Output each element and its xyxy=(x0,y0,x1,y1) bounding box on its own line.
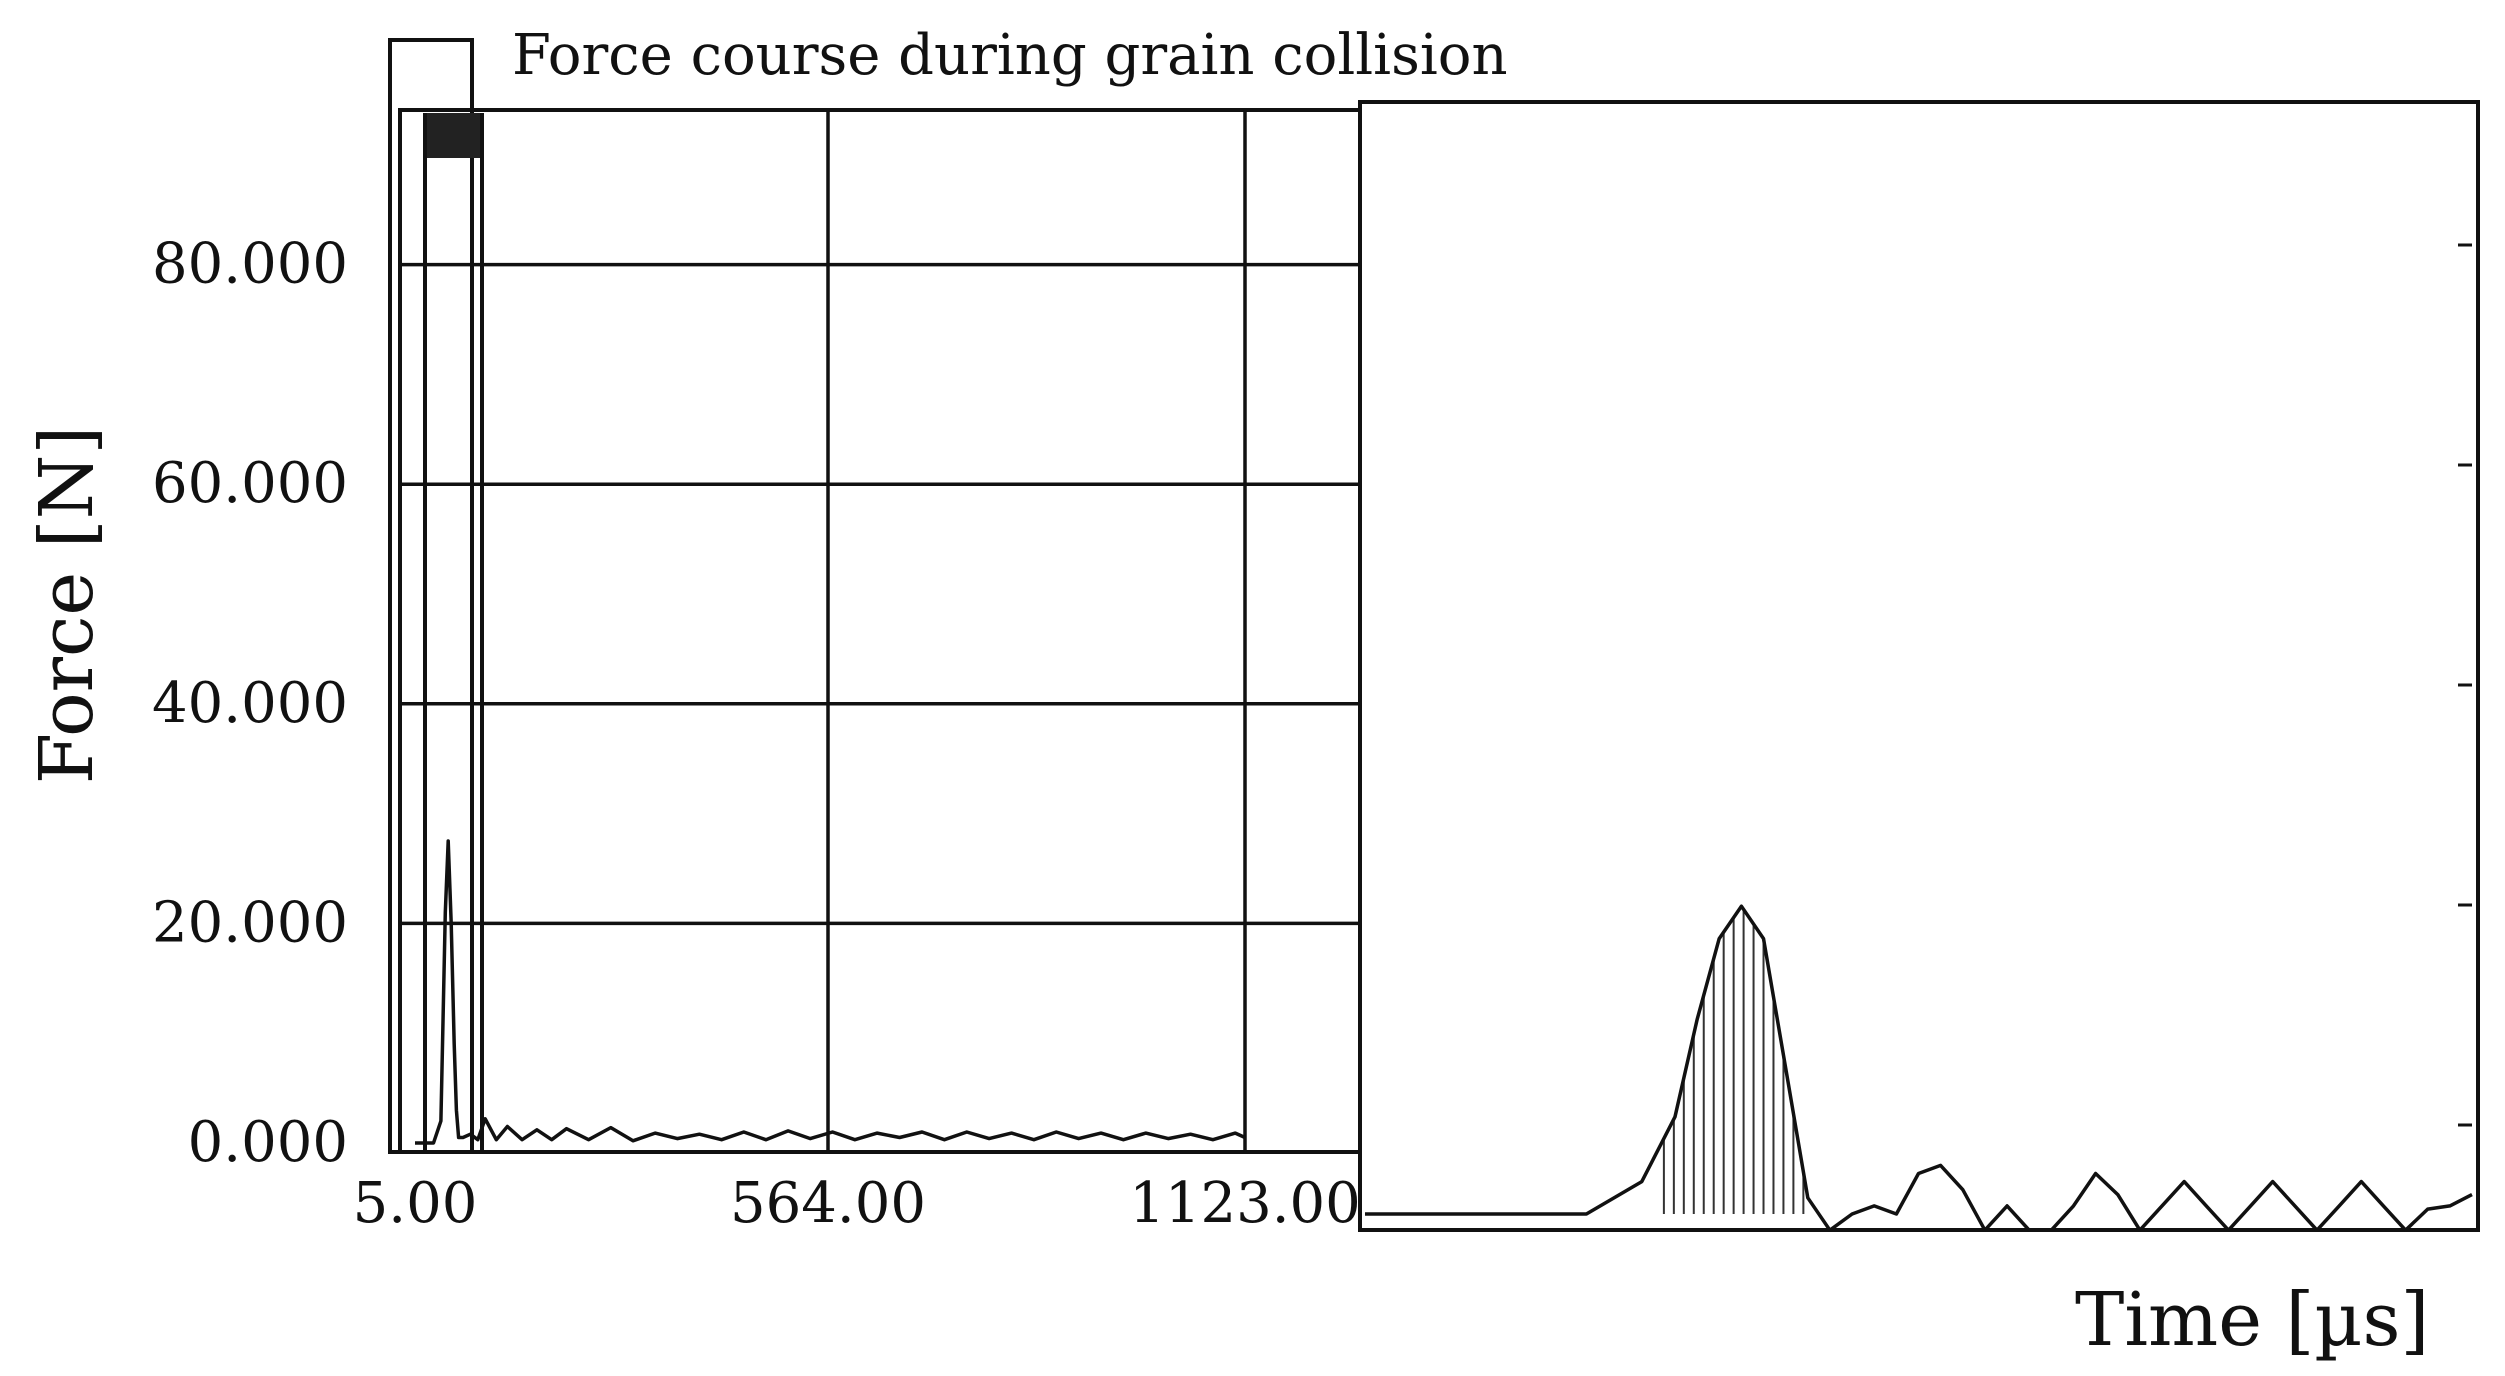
zoom-window-box xyxy=(388,38,474,1154)
force-series-line xyxy=(415,839,1246,1145)
x-tick-label: 564.00 xyxy=(730,1171,926,1236)
main-tick-labels: 0.000 20.000 40.000 60.000 80.000 5.00 564.00 1… xyxy=(152,232,1361,1236)
y-axis-label: Force [N] xyxy=(24,426,110,784)
x-tick-label: 5.00 xyxy=(353,1171,478,1236)
x-tick-label: 1123.00 xyxy=(1129,1171,1361,1236)
zoom-series-group xyxy=(1365,904,2473,1232)
zoom-right-ticks xyxy=(2458,243,2472,1127)
x-axis-label: Time [µs] xyxy=(2075,1277,2429,1363)
y-tick-label: 40.000 xyxy=(152,671,348,736)
zoom-series-line xyxy=(1365,904,2473,1232)
chart-title: Force course during grain collision xyxy=(512,23,1508,88)
zoom-plot-frame xyxy=(1358,100,2480,1232)
y-tick-label: 0.000 xyxy=(188,1110,348,1175)
main-grid xyxy=(400,110,1360,1152)
zoom-window-marker xyxy=(425,113,480,158)
y-tick-label: 80.000 xyxy=(152,232,348,297)
y-tick-label: 20.000 xyxy=(152,890,348,955)
main-series-group xyxy=(415,839,1246,1145)
y-tick-label: 60.000 xyxy=(152,451,348,516)
